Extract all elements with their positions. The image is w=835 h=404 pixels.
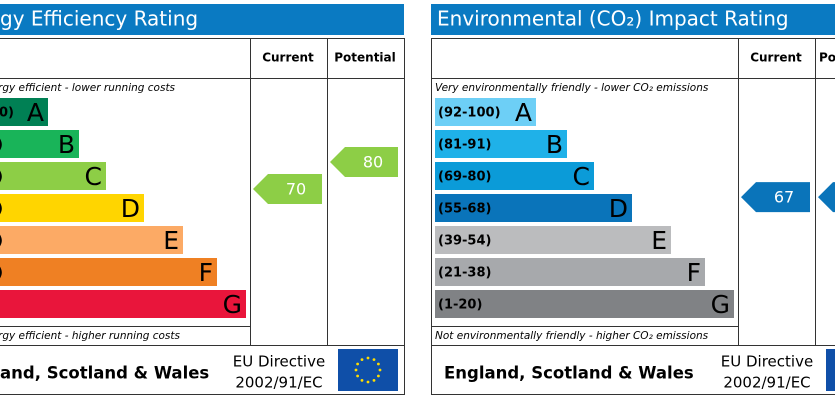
band: [435, 162, 594, 190]
band: [435, 98, 536, 126]
eu-star: [356, 362, 360, 366]
eu-star: [376, 362, 380, 366]
eu-star: [378, 368, 382, 372]
bottom-note: Not environmentally friendly - higher CO…: [435, 330, 709, 342]
current-rating: 67: [774, 188, 794, 207]
footer-code: 2002/91/EC: [235, 374, 322, 392]
footer-frame: [431, 345, 835, 395]
footer-region: and, Scotland & Wales: [0, 364, 209, 383]
footer-directive: EU Directive: [721, 353, 813, 371]
band-letter: B: [58, 130, 75, 159]
band: [0, 130, 79, 158]
band-range: (1-20): [438, 298, 482, 313]
footer-code: 2002/91/EC: [723, 374, 810, 392]
band-letter: G: [223, 290, 242, 319]
band-letter: C: [85, 162, 102, 191]
eu-star: [360, 378, 364, 382]
band-range: ): [0, 170, 3, 185]
current-arrow: [741, 182, 810, 213]
eu-star: [372, 358, 376, 362]
band-letter: F: [687, 258, 701, 287]
column-header: Po: [819, 51, 835, 65]
band-letter: A: [515, 98, 532, 127]
band-letter: E: [651, 226, 667, 255]
title-bar: [431, 4, 835, 35]
band-range: (55-68): [438, 202, 491, 217]
band-letter: G: [711, 290, 730, 319]
title: Environmental (CO₂) Impact Rating: [437, 7, 789, 31]
title-bar: [0, 4, 404, 35]
eu-star: [360, 358, 364, 362]
column-header: Current: [750, 51, 802, 65]
eu-star: [366, 356, 370, 360]
band: [0, 226, 183, 254]
potential-arrow: [330, 147, 398, 177]
band-range: (81-91): [438, 138, 491, 153]
potential-arrow: [818, 182, 835, 213]
band-range: (21-38): [438, 266, 491, 281]
current-arrow: [253, 174, 322, 204]
eu-star: [366, 380, 370, 384]
band: [435, 130, 567, 158]
band: [0, 194, 144, 222]
eu-star: [372, 378, 376, 382]
band: [435, 290, 734, 318]
current-rating: 70: [286, 180, 306, 199]
band-range: (69-80): [438, 170, 491, 185]
band: [0, 162, 106, 190]
band: [0, 258, 217, 286]
bottom-note: rgy efficient - higher running costs: [0, 330, 181, 342]
eu-star: [356, 374, 360, 378]
top-note: Very environmentally friendly - lower CO…: [435, 82, 709, 94]
band: [0, 290, 246, 318]
column-header: Potential: [334, 51, 396, 65]
band-range: ): [0, 202, 3, 217]
band-range: 0): [0, 106, 14, 121]
potential-rating: 80: [363, 153, 383, 172]
footer-frame: [0, 345, 405, 395]
band-range: (39-54): [438, 234, 491, 249]
band: [435, 258, 705, 286]
band-letter: E: [163, 226, 179, 255]
band-letter: D: [121, 194, 140, 223]
footer-directive: EU Directive: [233, 353, 325, 371]
band-range: (92-100): [438, 106, 501, 121]
band: [435, 194, 632, 222]
band-letter: D: [609, 194, 628, 223]
band-letter: A: [27, 98, 44, 127]
eu-flag: [826, 349, 835, 391]
top-note: rgy efficient - lower running costs: [0, 82, 176, 94]
column-header: Current: [262, 51, 314, 65]
title: gy Efficiency Rating: [0, 7, 198, 31]
band-range: ): [0, 138, 3, 153]
footer-region: England, Scotland & Wales: [444, 364, 694, 383]
eu-flag: [338, 349, 398, 391]
band-letter: F: [199, 258, 213, 287]
band-letter: C: [573, 162, 590, 191]
eu-star: [376, 374, 380, 378]
band: [435, 226, 671, 254]
eu-star: [354, 368, 358, 372]
band-range: ): [0, 266, 3, 281]
band-range: ): [0, 234, 3, 249]
band-letter: B: [546, 130, 563, 159]
band: [0, 98, 48, 126]
